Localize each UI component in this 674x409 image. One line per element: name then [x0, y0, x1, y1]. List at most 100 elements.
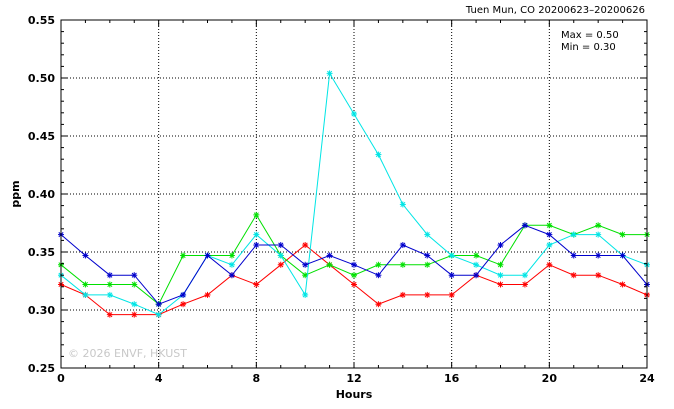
data-point — [399, 201, 406, 208]
y-axis-title: ppm — [9, 180, 22, 207]
chart-title: Tuen Mun, CO 20200623–20200626 — [465, 5, 645, 16]
x-tick-label: 20 — [542, 372, 558, 385]
data-point — [326, 252, 333, 259]
data-point — [424, 291, 431, 298]
data-point — [399, 291, 406, 298]
data-point — [619, 231, 626, 238]
data-point — [82, 252, 89, 259]
series-layer — [58, 70, 650, 318]
data-point — [424, 261, 431, 268]
data-point — [131, 281, 138, 288]
data-point — [570, 272, 577, 279]
data-point — [82, 291, 89, 298]
y-tick-label: 0.45 — [28, 130, 55, 143]
data-point — [375, 272, 382, 279]
data-point — [106, 281, 113, 288]
x-tick-label: 24 — [639, 372, 655, 385]
data-point — [595, 252, 602, 259]
data-point — [228, 261, 235, 268]
data-point — [521, 272, 528, 279]
data-point — [277, 252, 284, 259]
data-point — [351, 110, 357, 117]
data-point — [546, 222, 553, 229]
data-point — [228, 272, 235, 279]
x-axis-title: Hours — [336, 388, 373, 401]
x-tick-label: 12 — [346, 372, 361, 385]
data-point — [619, 281, 626, 288]
data-point — [595, 231, 602, 238]
x-tick-label: 0 — [57, 372, 65, 385]
y-tick-label: 0.35 — [28, 246, 55, 259]
data-point — [497, 242, 504, 249]
data-point — [521, 222, 528, 229]
data-point — [326, 70, 333, 77]
data-point — [375, 261, 382, 268]
grid-layer — [61, 20, 647, 368]
data-point — [473, 261, 480, 268]
data-point — [497, 261, 504, 268]
data-point — [546, 242, 553, 249]
data-point — [155, 301, 162, 308]
data-point — [228, 252, 235, 259]
data-point — [399, 242, 406, 249]
data-point — [204, 252, 211, 259]
data-point — [351, 281, 357, 288]
y-tick-label: 0.50 — [28, 72, 55, 85]
data-point — [277, 242, 284, 249]
data-point — [448, 252, 455, 259]
x-tick-label: 8 — [253, 372, 261, 385]
data-point — [302, 242, 309, 249]
data-point — [253, 242, 260, 249]
data-point — [302, 272, 309, 279]
data-point — [302, 291, 309, 298]
data-point — [155, 311, 162, 318]
data-point — [351, 272, 357, 279]
data-point — [180, 301, 187, 308]
data-point — [375, 301, 382, 308]
data-point — [253, 211, 260, 218]
max-value-label: Max = 0.50 — [561, 30, 619, 41]
data-point — [424, 252, 431, 259]
data-point — [448, 272, 455, 279]
data-point — [619, 252, 626, 259]
watermark-text: © 2026 ENVF, HKUST — [68, 347, 187, 360]
data-point — [473, 272, 480, 279]
data-point — [131, 311, 138, 318]
x-tick-label: 4 — [155, 372, 163, 385]
data-point — [204, 291, 211, 298]
y-tick-label: 0.25 — [28, 362, 55, 375]
y-tick-label: 0.55 — [28, 14, 55, 27]
data-point — [375, 151, 382, 158]
data-point — [302, 261, 309, 268]
data-point — [399, 261, 406, 268]
data-point — [131, 272, 138, 279]
data-point — [351, 261, 357, 268]
data-point — [326, 261, 333, 268]
data-point — [448, 291, 455, 298]
data-point — [106, 311, 113, 318]
x-tick-label: 16 — [444, 372, 460, 385]
data-point — [595, 222, 602, 229]
data-point — [106, 291, 113, 298]
data-point — [82, 281, 89, 288]
data-point — [546, 261, 553, 268]
min-value-label: Min = 0.30 — [561, 42, 616, 53]
data-point — [277, 261, 284, 268]
data-point — [521, 281, 528, 288]
data-point — [106, 272, 113, 279]
tick-layer: 0 4 8 12 16 20 24 0.25 0.30 0.35 0.40 0.45 0.50 0.55 — [28, 14, 655, 385]
data-point — [473, 252, 480, 259]
data-point — [253, 281, 260, 288]
data-point — [180, 291, 187, 298]
data-point — [131, 301, 138, 308]
data-point — [570, 231, 577, 238]
data-point — [595, 272, 602, 279]
data-point — [180, 252, 187, 259]
data-point — [570, 252, 577, 259]
data-point — [546, 231, 553, 238]
data-point — [424, 231, 431, 238]
y-tick-label: 0.30 — [28, 304, 55, 317]
data-point — [497, 281, 504, 288]
